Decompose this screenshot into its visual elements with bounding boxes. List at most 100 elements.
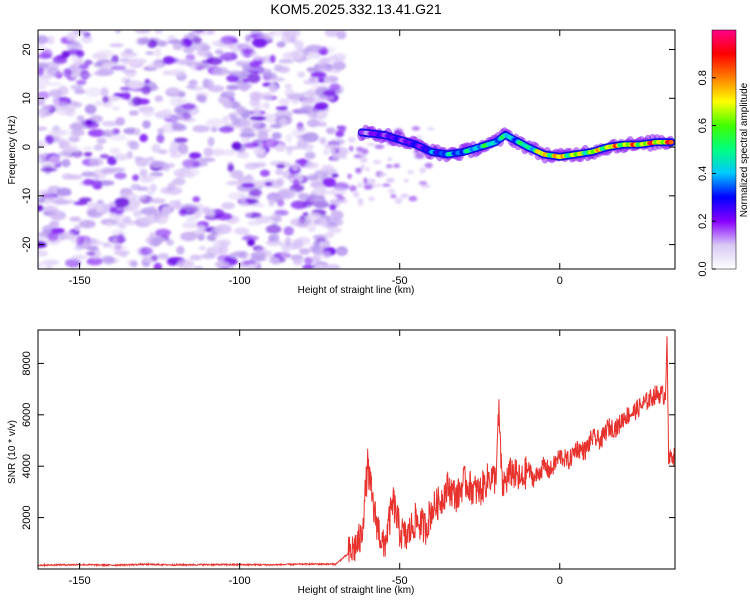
noise-blobs	[38, 30, 436, 269]
noise-blob	[169, 97, 183, 107]
noise-blob	[183, 167, 200, 177]
noise-blob	[226, 180, 243, 186]
snr-y-tick-label: 4000	[21, 454, 33, 478]
noise-blob	[236, 73, 250, 78]
noise-blob	[257, 130, 269, 140]
noise-blob	[150, 198, 166, 204]
noise-blob	[145, 236, 155, 245]
noise-blob	[109, 43, 124, 48]
noise-blob	[125, 59, 143, 66]
noise-blob	[314, 102, 329, 111]
noise-blob	[268, 83, 278, 93]
snr-x-tick-label: 0	[557, 575, 563, 587]
noise-blob	[202, 51, 211, 59]
noise-blob	[348, 145, 354, 152]
noise-blob	[62, 231, 76, 241]
noise-blob	[276, 164, 286, 169]
noise-blob	[349, 185, 357, 192]
noise-blob	[174, 199, 182, 210]
noise-blob	[262, 92, 272, 101]
noise-blob	[332, 61, 346, 71]
noise-blob	[289, 184, 305, 192]
noise-blob	[167, 182, 176, 191]
noise-blob	[185, 85, 197, 89]
noise-blob	[424, 162, 433, 169]
noise-blob	[181, 103, 197, 110]
noise-blob	[332, 154, 340, 162]
noise-blob	[245, 34, 252, 43]
noise-blob	[313, 187, 327, 196]
noise-blob	[192, 125, 210, 133]
noise-blob	[214, 49, 224, 55]
noise-blob	[41, 74, 53, 80]
noise-blob	[241, 235, 259, 241]
noise-blob	[322, 250, 332, 259]
noise-blob	[210, 127, 218, 133]
noise-blob	[73, 224, 81, 232]
noise-blob	[38, 101, 46, 106]
noise-blob	[304, 151, 316, 160]
noise-blob	[123, 48, 134, 54]
noise-blob	[262, 138, 279, 148]
noise-blob	[282, 30, 297, 38]
noise-blob	[299, 248, 311, 255]
noise-blob	[332, 53, 347, 61]
figure-title: KOM5.2025.332.13.41.G21	[270, 1, 441, 17]
noise-blob	[55, 196, 64, 201]
colorbar-ticks: 0.0 0.2 0.4 0.6 0.8	[697, 70, 716, 277]
noise-blob	[189, 254, 203, 261]
noise-blob	[70, 84, 83, 90]
noise-blob	[102, 242, 112, 248]
noise-blob	[279, 117, 288, 128]
noise-blob	[355, 169, 361, 174]
noise-blob	[268, 31, 275, 36]
noise-blob	[190, 64, 198, 72]
noise-blob	[84, 104, 97, 115]
noise-blob	[359, 157, 368, 164]
noise-blob	[47, 35, 55, 45]
noise-blob	[38, 44, 47, 50]
snr-series-line	[38, 336, 675, 568]
noise-blob	[142, 120, 151, 129]
noise-blob	[273, 64, 284, 71]
noise-blob	[38, 67, 44, 77]
noise-blob	[274, 144, 286, 152]
noise-blob	[38, 262, 44, 268]
noise-blob	[188, 152, 202, 159]
noise-blob	[307, 222, 317, 233]
noise-blob	[151, 144, 161, 153]
noise-blob	[66, 42, 83, 51]
noise-blob	[92, 173, 100, 180]
noise-blob	[265, 240, 284, 246]
noise-blob	[284, 83, 293, 89]
snr-panel: -150 -100 -50 0 2000 4000 6000 8000 Height of …	[7, 329, 676, 596]
noise-blob	[277, 188, 294, 199]
noise-blob	[207, 211, 216, 217]
spectrogram-x-label: Height of straight line (km)	[298, 285, 415, 296]
colorbar-label: Normalized spectral amplitude	[739, 82, 750, 217]
noise-blob	[38, 204, 44, 212]
noise-blob	[114, 153, 128, 161]
noise-blob	[245, 212, 252, 217]
noise-blob	[307, 212, 322, 221]
noise-blob	[338, 249, 346, 255]
spectrogram-y-tick-label: 20	[21, 43, 33, 55]
snr-x-tick-label: -150	[69, 575, 91, 587]
noise-blob	[228, 112, 236, 120]
noise-blob	[196, 224, 206, 231]
spectrogram-x-tick-label: -50	[392, 275, 408, 287]
noise-blob	[121, 69, 137, 74]
noise-blob	[284, 88, 295, 97]
noise-blob	[65, 258, 82, 268]
noise-blob	[264, 181, 273, 187]
noise-blob	[42, 259, 60, 266]
noise-blob	[207, 136, 215, 147]
noise-blob	[96, 203, 103, 213]
noise-blob	[47, 232, 59, 242]
noise-blob	[281, 249, 289, 259]
noise-blob	[80, 119, 97, 126]
noise-blob	[295, 159, 309, 165]
noise-blob	[191, 36, 202, 44]
noise-blob	[111, 106, 121, 111]
spectrogram-y-tick-label: 10	[21, 92, 33, 104]
